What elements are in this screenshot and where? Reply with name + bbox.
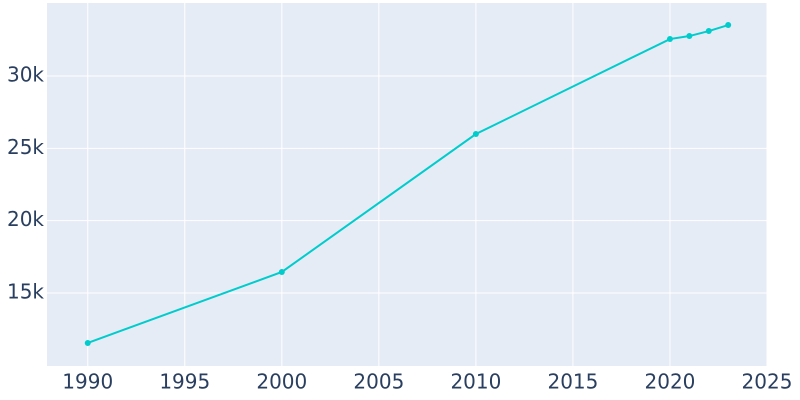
point xyxy=(686,33,693,40)
y-tick-label: 25k xyxy=(7,135,44,159)
x-tick-label: 1995 xyxy=(159,370,210,394)
y-tick-label: 30k xyxy=(7,63,44,87)
x-tick-label: 2005 xyxy=(353,370,404,394)
point xyxy=(725,22,732,29)
y-tick-label: 20k xyxy=(7,207,44,231)
point xyxy=(84,339,91,346)
x-tick-label: 2025 xyxy=(742,370,793,394)
x-tick-label: 2010 xyxy=(450,370,501,394)
x-tick-label: 1990 xyxy=(62,370,113,394)
x-tick-label: 2000 xyxy=(256,370,307,394)
y-tick-label: 15k xyxy=(7,279,44,303)
point xyxy=(278,268,285,275)
plot-area xyxy=(47,3,767,366)
x-tick-label: 2020 xyxy=(645,370,696,394)
x-tick-label: 2015 xyxy=(547,370,598,394)
point xyxy=(666,36,673,43)
point xyxy=(472,131,479,138)
point xyxy=(705,28,712,35)
